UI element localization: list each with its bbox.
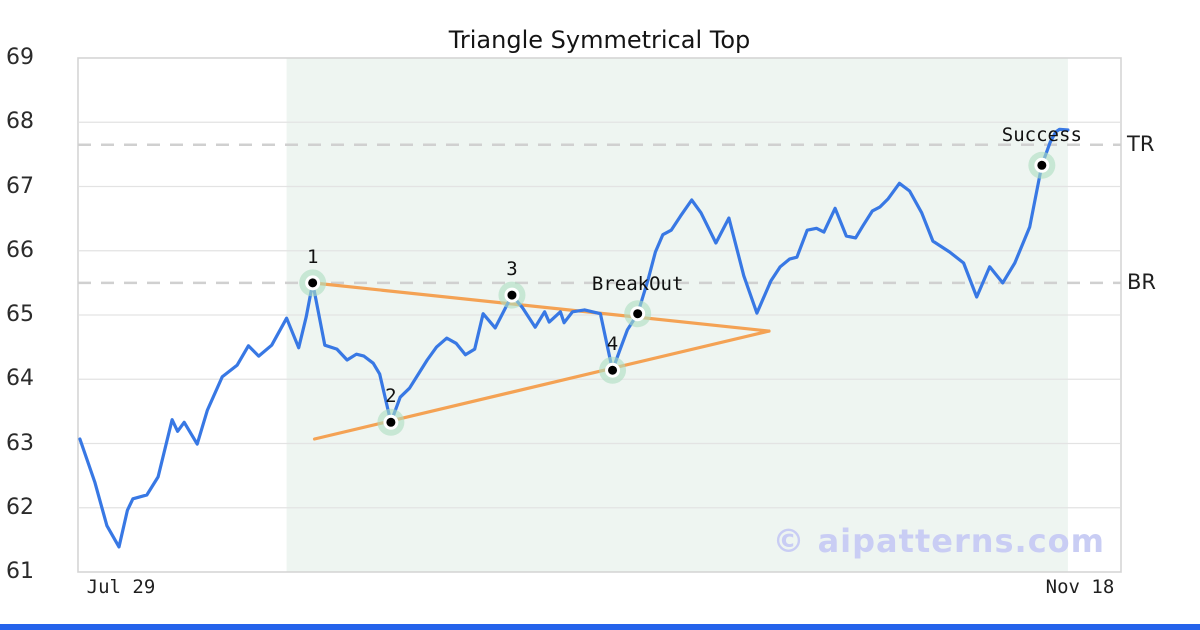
marker-label-3: 3: [506, 258, 518, 281]
upper-trendline: [311, 281, 771, 333]
y-axis-tick-label: 69: [6, 45, 34, 70]
y-axis-tick-label: 63: [6, 430, 34, 456]
brand-bar: [0, 624, 1200, 630]
plot-border: [77, 57, 1122, 573]
marker-dot-3: [507, 290, 517, 300]
x-axis-label-end: Nov 18: [1045, 576, 1115, 598]
y-axis-tick-label: 62: [6, 494, 34, 520]
y-axis-tick-label: 65: [6, 302, 34, 327]
breakout-level-label: BR: [1127, 270, 1156, 294]
marker-dot-success: [1037, 160, 1047, 170]
marker-label-2: 2: [385, 385, 397, 408]
marker-dot-breakout: [633, 309, 643, 319]
marker-label-4: 4: [606, 333, 619, 356]
y-axis-tick-label: 67: [6, 173, 34, 199]
target-level-label: TR: [1127, 132, 1155, 156]
marker-label-1: 1: [306, 245, 319, 268]
y-axis-tick-label: 61: [6, 559, 34, 584]
y-axis-tick-label: 68: [6, 109, 34, 135]
y-axis-tick-label: 66: [6, 237, 34, 263]
marker-dot-2: [386, 417, 396, 427]
marker-dot-4: [608, 365, 618, 375]
chart-title: Triangle Symmetrical Top: [448, 26, 751, 54]
y-axis-tick-label: 64: [6, 366, 34, 392]
x-axis-label-start: Jul 29: [86, 576, 156, 598]
marker-dot-1: [308, 278, 318, 288]
price-line: [78, 127, 1070, 549]
marker-label-success: Success: [1001, 124, 1082, 147]
marker-label-breakout: BreakOut: [591, 272, 684, 295]
watermark: © aipatterns.com: [772, 522, 1105, 560]
